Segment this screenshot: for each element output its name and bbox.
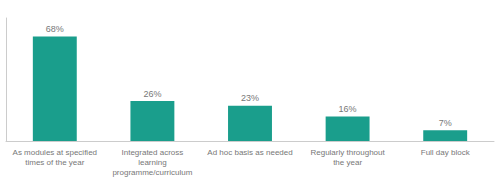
svg-text:the year: the year — [333, 158, 362, 167]
svg-text:As modules at specified: As modules at specified — [13, 148, 98, 157]
svg-text:68%: 68% — [46, 24, 64, 34]
svg-text:16%: 16% — [339, 104, 357, 114]
svg-text:Ad hoc basis as needed: Ad hoc basis as needed — [207, 148, 292, 157]
svg-text:26%: 26% — [143, 89, 161, 99]
svg-text:Regularly throughout: Regularly throughout — [310, 148, 385, 157]
svg-text:times of the year: times of the year — [25, 158, 84, 167]
svg-text:7%: 7% — [439, 118, 452, 128]
svg-text:23%: 23% — [241, 93, 259, 103]
svg-text:learning: learning — [138, 158, 166, 167]
svg-text:Full day block: Full day block — [421, 148, 471, 157]
svg-text:Integrated across: Integrated across — [121, 148, 183, 157]
svg-text:programme/curriculum: programme/curriculum — [112, 168, 192, 177]
